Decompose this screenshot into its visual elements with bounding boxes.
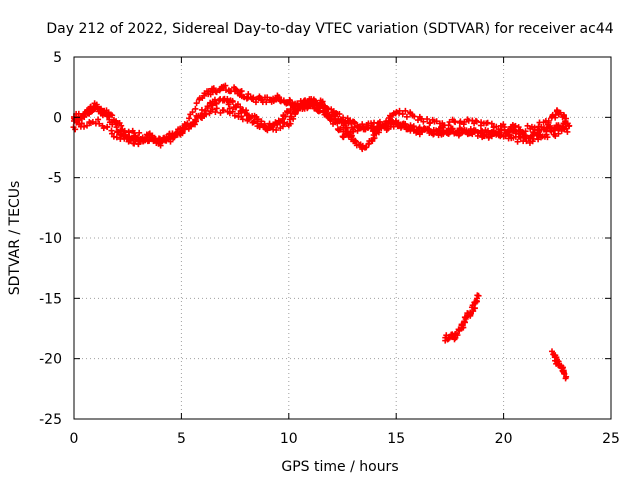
y-tick-label: 5 [53, 50, 62, 66]
series-segment-18h [442, 292, 482, 344]
data-layer [70, 82, 573, 382]
y-tick-label: 0 [53, 110, 62, 126]
y-axis-label: SDTVAR / TECUs [7, 181, 23, 296]
x-axis-label: GPS time / hours [281, 459, 398, 475]
y-tick-label: -10 [39, 231, 62, 247]
y-tick-label: -15 [39, 291, 62, 307]
series-main-band-c [70, 96, 571, 149]
x-tick-label: 15 [387, 431, 405, 447]
y-tick-label: -5 [48, 171, 62, 187]
y-tick-label: -20 [39, 352, 62, 368]
x-tick-label: 25 [602, 431, 620, 447]
x-tick-label: 0 [70, 431, 79, 447]
chart-title: Day 212 of 2022, Sidereal Day-to-day VTE… [46, 21, 613, 37]
x-tick-label: 5 [177, 431, 186, 447]
axis-ticks: 0 5 10 15 20 25 5 0 -5 -10 -15 -20 -25 [39, 50, 620, 447]
grid [74, 57, 611, 419]
series-segment-22h [548, 348, 570, 382]
y-tick-label: -25 [39, 412, 62, 428]
x-tick-label: 10 [280, 431, 298, 447]
x-tick-label: 20 [495, 431, 513, 447]
